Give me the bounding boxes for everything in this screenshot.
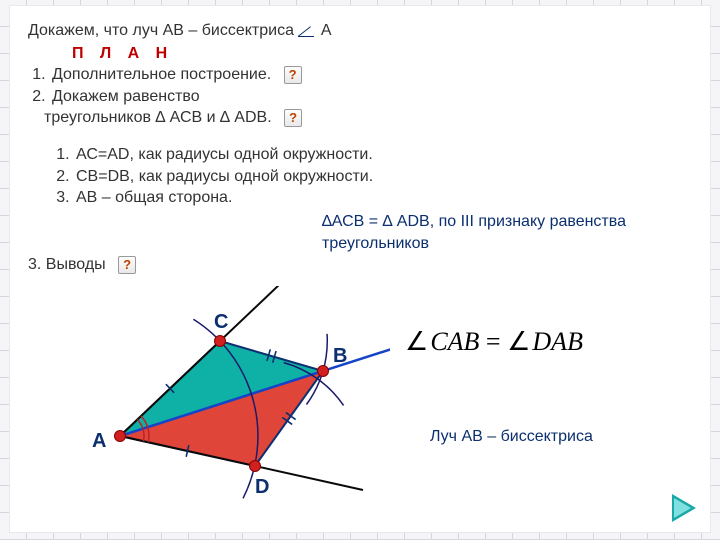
angle-icon — [298, 23, 316, 37]
plan-label: П Л А Н — [72, 43, 173, 65]
plan-list: Дополнительное построение. ? Докажем рав… — [28, 64, 302, 129]
triangles-conclusion: ∆АСВ = ∆ АDB, по III признаку равенства … — [322, 211, 652, 254]
proof-item-1: АС=АD, как радиусы одной окружности. — [74, 144, 373, 166]
plan-step-1-text: Дополнительное построение. — [52, 66, 271, 83]
plan-step-3: 3. Выводы ? — [28, 254, 136, 276]
plan-step-3-text: 3. Выводы — [28, 256, 106, 273]
final-conclusion: Луч АВ – биссектриса — [430, 426, 593, 448]
proof-item-2: СВ=DB, как радиусы одной окружности. — [74, 166, 373, 188]
plan-step-2a-text: Докажем равенство — [52, 88, 200, 105]
point-label-b: В — [333, 345, 347, 368]
help-icon[interactable]: ? — [284, 66, 302, 84]
eq-lhs: CAB — [430, 327, 479, 356]
prove-post: А — [321, 22, 332, 39]
slide-panel: Докажем, что луч АВ – биссектриса А П Л … — [9, 5, 711, 533]
eq-op: = — [486, 327, 507, 356]
eq-rhs: DAB — [532, 327, 583, 356]
prove-statement: Докажем, что луч АВ – биссектриса А — [28, 20, 332, 42]
point-label-a: А — [92, 430, 106, 453]
plan-step-1: Дополнительное построение. ? — [50, 64, 302, 86]
proof-list: АС=АD, как радиусы одной окружности. СВ=… — [52, 144, 373, 209]
point-label-c: C — [214, 311, 228, 334]
help-icon[interactable]: ? — [118, 256, 136, 274]
plan-step-2b-text: треугольников ∆ АСВ и ∆ АDB. — [44, 109, 272, 126]
geometry-diagram: А В C D — [80, 286, 390, 526]
next-button[interactable] — [672, 494, 696, 522]
point-label-d: D — [255, 476, 269, 499]
help-icon[interactable]: ? — [284, 109, 302, 127]
plan-step-2: Докажем равенство — [50, 86, 302, 108]
angle-equation: ∠CAB = ∠DAB — [405, 326, 583, 357]
prove-pre: Докажем, что луч АВ – биссектриса — [28, 22, 298, 39]
proof-item-3: АВ – общая сторона. — [74, 187, 373, 209]
